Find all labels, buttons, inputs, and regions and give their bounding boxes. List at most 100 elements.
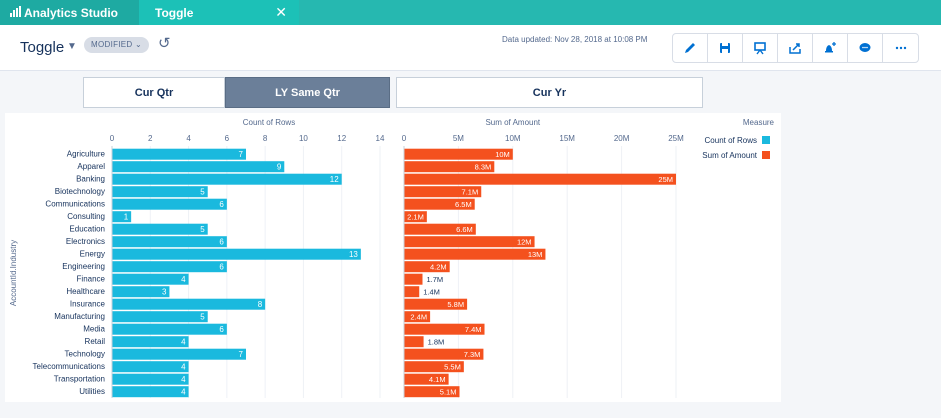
amount-bar[interactable] xyxy=(404,336,424,348)
toggle-ly-same-qtr[interactable]: LY Same Qtr xyxy=(225,77,390,108)
count-bar[interactable] xyxy=(112,248,361,260)
amount-data-label: 2.4M xyxy=(410,313,427,322)
chart-panel: Count of Rows Sum of Amount 0 2 4 6 8 10 12 14 0 5M… xyxy=(5,113,781,402)
category-label: Healthcare xyxy=(66,287,105,296)
amount-bar[interactable] xyxy=(404,273,423,285)
amount-bar[interactable] xyxy=(404,348,484,360)
count-data-label: 3 xyxy=(162,288,167,297)
amount-bar[interactable] xyxy=(404,361,464,373)
amount-bar[interactable] xyxy=(404,223,476,235)
legend-title: Measure xyxy=(743,118,775,127)
category-label: Technology xyxy=(65,350,105,359)
category-label: Finance xyxy=(77,275,106,284)
count-data-label: 8 xyxy=(258,300,263,309)
amount-data-label: 2.1M xyxy=(407,213,424,222)
toggle-cur-yr[interactable]: Cur Yr xyxy=(396,77,703,108)
count-bar[interactable] xyxy=(112,173,342,185)
amount-bar[interactable] xyxy=(404,386,460,398)
analytics-icon xyxy=(10,6,21,17)
count-bar[interactable] xyxy=(112,198,227,210)
more-button[interactable] xyxy=(883,34,918,62)
count-bar[interactable] xyxy=(112,273,189,285)
status-badge[interactable]: MODIFIED ⌄ xyxy=(84,37,150,53)
count-bar[interactable] xyxy=(112,336,189,348)
amount-axis-title: Sum of Amount xyxy=(485,118,540,127)
present-button[interactable] xyxy=(743,34,778,62)
category-label: Utilities xyxy=(79,387,105,396)
amount-data-label: 6.6M xyxy=(456,225,473,234)
count-data-label: 4 xyxy=(181,388,186,397)
edit-button[interactable] xyxy=(673,34,708,62)
count-bar[interactable] xyxy=(112,186,208,198)
count-data-label: 6 xyxy=(219,200,224,209)
amount-data-label: 7.1M xyxy=(462,188,479,197)
amount-data-label: 10M xyxy=(495,150,510,159)
count-bar[interactable] xyxy=(112,386,189,398)
count-bar[interactable] xyxy=(112,323,227,335)
category-label: Agriculture xyxy=(67,150,106,159)
toggle-cur-qtr[interactable]: Cur Qtr xyxy=(83,77,225,108)
amount-bar[interactable] xyxy=(404,248,546,260)
count-bar[interactable] xyxy=(112,211,132,223)
amount-bar[interactable] xyxy=(404,311,431,323)
share-button[interactable] xyxy=(778,34,813,62)
toolbar xyxy=(672,33,919,63)
amount-data-label: 8.3M xyxy=(475,163,492,172)
legend-swatch[interactable] xyxy=(762,151,770,159)
count-data-label: 6 xyxy=(219,238,224,247)
count-data-label: 4 xyxy=(181,275,186,284)
category-label: Apparel xyxy=(77,162,105,171)
count-tick-label: 2 xyxy=(148,134,153,143)
amount-bar[interactable] xyxy=(404,286,420,298)
data-updated-label: Data updated: Nov 28, 2018 at 10:08 PM xyxy=(502,35,648,44)
amount-data-label: 5.8M xyxy=(447,300,464,309)
count-bar[interactable] xyxy=(112,148,246,160)
amount-bar[interactable] xyxy=(404,211,427,223)
count-data-label: 12 xyxy=(330,175,339,184)
app-title-label: Analytics Studio xyxy=(24,5,119,20)
count-bar[interactable] xyxy=(112,161,285,173)
amount-tick-label: 25M xyxy=(668,134,684,143)
comment-button[interactable] xyxy=(848,34,883,62)
legend-label: Count of Rows xyxy=(705,136,757,145)
amount-bar[interactable] xyxy=(404,323,485,335)
app-title[interactable]: Analytics Studio xyxy=(0,0,139,25)
count-bar[interactable] xyxy=(112,286,170,298)
notify-icon xyxy=(825,42,836,53)
amount-tick-label: 20M xyxy=(614,134,630,143)
legend-label: Sum of Amount xyxy=(702,151,757,160)
count-bar[interactable] xyxy=(112,223,208,235)
amount-bar[interactable] xyxy=(404,373,449,385)
dashboard-header: Toggle ▼ MODIFIED ⌄ ↺ Data updated: Nov … xyxy=(0,25,941,71)
count-bar[interactable] xyxy=(112,348,246,360)
chevron-down-icon[interactable]: ▼ xyxy=(67,41,77,52)
count-tick-label: 14 xyxy=(376,134,385,143)
save-button[interactable] xyxy=(708,34,743,62)
undo-icon[interactable]: ↺ xyxy=(158,35,171,52)
amount-data-label: 1.4M xyxy=(423,288,440,297)
amount-bar[interactable] xyxy=(404,236,535,248)
count-bar[interactable] xyxy=(112,373,189,385)
count-bar[interactable] xyxy=(112,361,189,373)
amount-bar[interactable] xyxy=(404,148,513,160)
amount-bar[interactable] xyxy=(404,173,676,185)
count-tick-label: 6 xyxy=(225,134,230,143)
count-bar[interactable] xyxy=(112,311,208,323)
count-bar[interactable] xyxy=(112,261,227,273)
close-icon[interactable]: ✕ xyxy=(275,4,287,20)
amount-bar[interactable] xyxy=(404,198,475,210)
amount-bar[interactable] xyxy=(404,298,468,310)
amount-data-label: 4.1M xyxy=(429,375,446,384)
category-label: Education xyxy=(69,225,105,234)
amount-bar[interactable] xyxy=(404,261,450,273)
amount-bar[interactable] xyxy=(404,161,495,173)
amount-bar[interactable] xyxy=(404,186,482,198)
count-bar[interactable] xyxy=(112,298,266,310)
count-bar[interactable] xyxy=(112,236,227,248)
page-title: Toggle xyxy=(20,39,65,56)
notify-button[interactable] xyxy=(813,34,848,62)
tab-toggle[interactable]: Toggle ✕ xyxy=(139,0,299,25)
legend-swatch[interactable] xyxy=(762,136,770,144)
comment-icon xyxy=(859,43,871,52)
